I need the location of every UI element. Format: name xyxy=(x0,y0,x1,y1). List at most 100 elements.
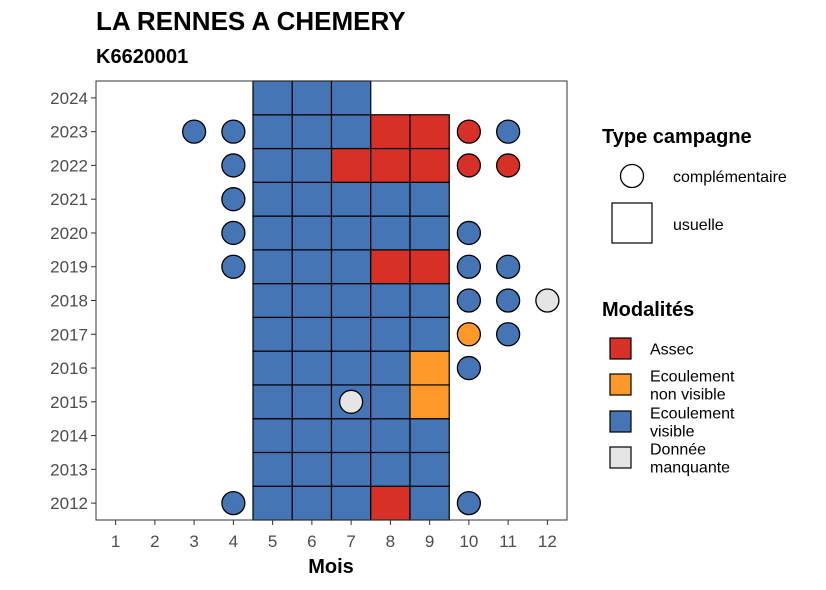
point-2019-10 xyxy=(456,254,482,279)
cell-2023-6 xyxy=(291,114,333,150)
x-tick-label-11: 11 xyxy=(499,532,517,551)
cell-2024-6 xyxy=(291,80,333,116)
cell-2021-9 xyxy=(409,181,450,217)
y-axis: 2012 2013 2014 2015 2016 2017 2018 2019 2020 2021… xyxy=(50,89,96,513)
legend-label-manquante-line1: Donnée xyxy=(650,442,706,459)
cell-2015-8 xyxy=(370,384,411,420)
cell-2024-5 xyxy=(252,80,293,116)
y-tick-label-2024: 2024 xyxy=(50,89,88,108)
point-2018-10 xyxy=(456,288,482,313)
legend-label-visible-line1: Ecoulement xyxy=(650,406,735,423)
legend-label-usuelle: usuelle xyxy=(673,217,724,234)
cell-2020-6 xyxy=(291,215,333,251)
cell-2014-9 xyxy=(409,418,450,454)
legend-label-manquante-line2: manquante xyxy=(650,460,730,477)
cell-2016-9 xyxy=(409,350,450,386)
point-2017-10 xyxy=(456,322,482,347)
y-tick-label-2016: 2016 xyxy=(50,359,88,378)
cell-2023-7 xyxy=(330,114,372,150)
cell-2017-7 xyxy=(330,316,372,352)
cell-2012-8 xyxy=(370,485,411,521)
cell-2014-8 xyxy=(370,418,411,454)
x-tick-label-10: 10 xyxy=(459,532,478,551)
y-tick-label-2023: 2023 xyxy=(50,123,88,142)
y-tick-label-2014: 2014 xyxy=(50,427,88,446)
x-axis-title: Mois xyxy=(308,556,354,578)
point-2018-12 xyxy=(535,288,560,313)
cell-2016-6 xyxy=(291,350,333,386)
legend-key-complementaire xyxy=(619,163,645,189)
y-tick-label-2017: 2017 xyxy=(50,325,88,344)
point-2023-4 xyxy=(221,119,246,144)
legend-label-complementaire: complémentaire xyxy=(673,169,787,186)
point-2015-7 xyxy=(338,389,364,414)
y-tick-label-2022: 2022 xyxy=(50,156,88,175)
cell-2014-7 xyxy=(330,418,372,454)
cell-2020-9 xyxy=(409,215,450,251)
y-tick-label-2019: 2019 xyxy=(50,258,88,277)
point-2012-10 xyxy=(456,490,482,516)
cell-2013-5 xyxy=(252,451,293,487)
x-tick-label-2: 2 xyxy=(150,532,159,551)
cell-2017-6 xyxy=(291,316,333,352)
cell-2016-7 xyxy=(330,350,372,386)
legend-label-assec: Assec xyxy=(650,342,694,359)
x-tick-label-12: 12 xyxy=(538,532,557,551)
legend-color-title: Modalités xyxy=(602,299,694,321)
cell-2023-9 xyxy=(409,114,450,150)
cell-2016-5 xyxy=(252,350,293,386)
cell-2012-7 xyxy=(330,485,372,521)
cell-2012-6 xyxy=(291,485,333,521)
point-2018-11 xyxy=(495,288,521,313)
x-tick-label-8: 8 xyxy=(386,532,395,551)
point-2021-4 xyxy=(221,187,246,212)
cell-2018-8 xyxy=(370,283,411,318)
point-2022-4 xyxy=(221,153,246,178)
y-tick-label-2021: 2021 xyxy=(50,190,88,209)
cell-2017-5 xyxy=(252,316,293,352)
cell-2023-5 xyxy=(252,114,293,150)
y-tick-label-2020: 2020 xyxy=(50,224,88,243)
cell-2019-5 xyxy=(252,249,293,285)
legend-swatch-manquante xyxy=(609,446,632,469)
x-axis: 1 2 3 4 5 6 7 8 9 10 11 12 xyxy=(111,520,557,551)
cell-2021-8 xyxy=(370,181,411,217)
chart-subtitle: K6620001 xyxy=(96,46,189,68)
cell-2022-7 xyxy=(330,147,372,183)
legend-label-nonvisible-line1: Ecoulement xyxy=(650,369,735,386)
x-tick-label-6: 6 xyxy=(307,532,316,551)
cell-2019-8 xyxy=(370,249,411,285)
legend-label-nonvisible-line2: non visible xyxy=(650,387,726,404)
legend-swatch-nonvisible xyxy=(609,373,632,396)
point-2023-3 xyxy=(181,119,207,144)
cell-2019-7 xyxy=(330,249,372,285)
x-tick-label-7: 7 xyxy=(346,532,355,551)
cell-2023-8 xyxy=(370,114,411,150)
cell-2021-5 xyxy=(252,181,293,217)
legend-key-usuelle xyxy=(611,202,653,244)
chart-title: LA RENNES A CHEMERY xyxy=(96,6,406,36)
complementary-campaign-points xyxy=(181,119,560,516)
legend-label-visible-line2: visible xyxy=(650,424,695,441)
point-2019-11 xyxy=(495,254,521,279)
x-tick-label-4: 4 xyxy=(229,532,238,551)
y-tick-label-2018: 2018 xyxy=(50,292,88,311)
x-tick-label-5: 5 xyxy=(268,532,277,551)
point-2023-11 xyxy=(495,119,521,144)
cell-2020-7 xyxy=(330,215,372,251)
x-tick-label-1: 1 xyxy=(111,532,120,551)
point-2019-4 xyxy=(221,254,246,279)
cell-2015-6 xyxy=(291,384,333,420)
cell-2013-6 xyxy=(291,451,333,487)
cell-2016-8 xyxy=(370,350,411,386)
cell-2019-9 xyxy=(409,249,450,285)
point-2020-10 xyxy=(456,220,482,246)
x-tick-label-9: 9 xyxy=(425,532,434,551)
cell-2014-6 xyxy=(291,418,333,454)
cell-2017-8 xyxy=(370,316,411,352)
cell-2018-6 xyxy=(291,283,333,318)
cell-2022-5 xyxy=(252,147,293,183)
y-tick-label-2012: 2012 xyxy=(50,494,88,513)
